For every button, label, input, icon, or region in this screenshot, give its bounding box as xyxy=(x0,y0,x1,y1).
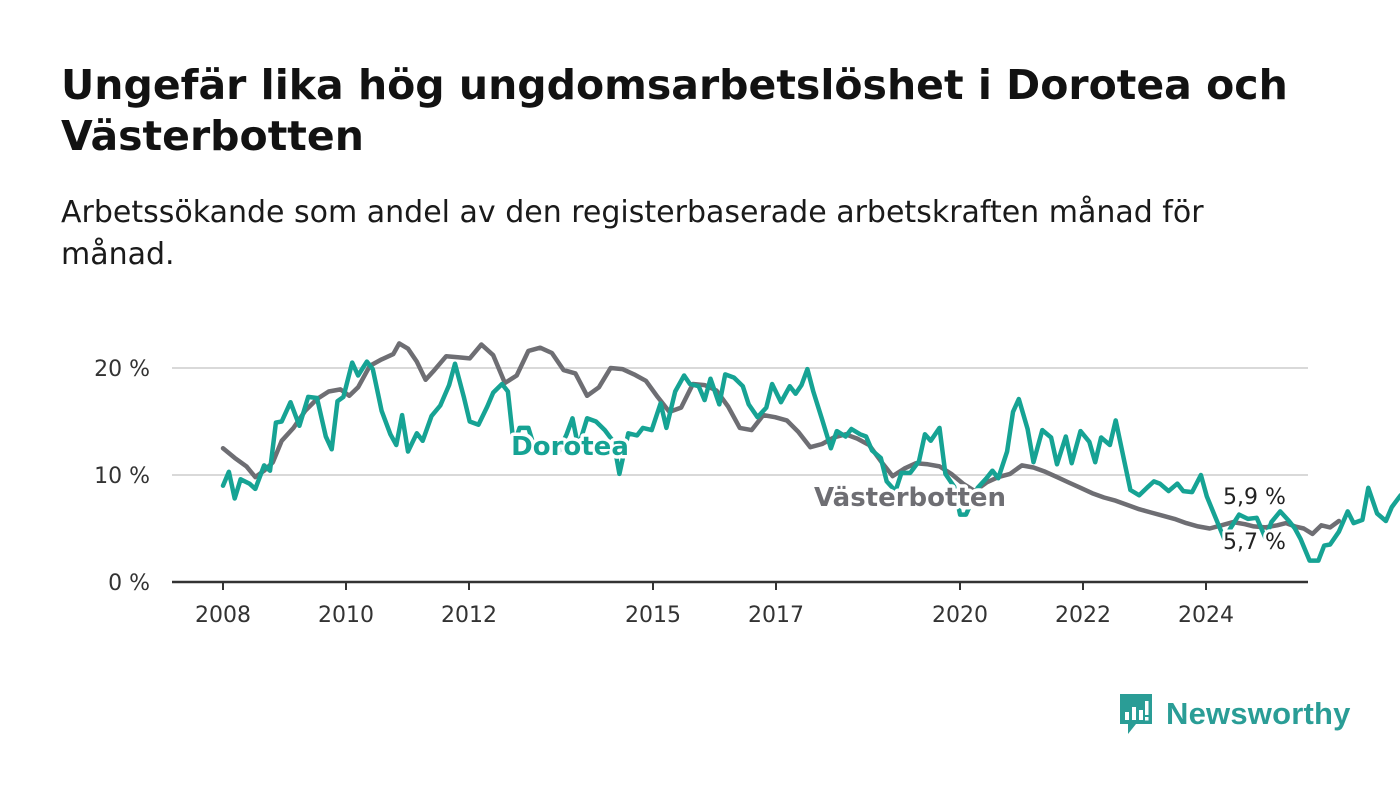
bar-chart-speech-bubble-icon xyxy=(1120,694,1152,734)
series-end-label: 5,7 % xyxy=(1223,530,1286,555)
y-tick-label: 10 % xyxy=(94,464,150,489)
x-tick-label: 2020 xyxy=(932,603,988,628)
x-tick-label: 2012 xyxy=(441,603,497,628)
x-tick-label: 2024 xyxy=(1178,603,1234,628)
series-inline-label: Dorotea xyxy=(511,432,629,462)
brand-name: Newsworthy xyxy=(1166,696,1351,731)
series-line-vsterbotten xyxy=(220,341,1342,537)
x-axis: 2008 2010 2012 2015 2017 2020 2022 2024 xyxy=(172,580,1308,628)
chart-title: Ungefär lika hög ungdomsarbetslöshet i D… xyxy=(61,61,1288,160)
x-tick-label: 2015 xyxy=(625,603,681,628)
series-labels: Dorotea Västerbotten 5,9 % 5,7 % xyxy=(508,429,1289,559)
x-tick-label: 2017 xyxy=(748,603,804,628)
x-tick-label: 2010 xyxy=(318,603,374,628)
chart-subtitle: Arbetssökande som andel av den registerb… xyxy=(61,195,1204,272)
x-tick-label: 2022 xyxy=(1055,603,1111,628)
newsworthy-logo[interactable]: Newsworthy xyxy=(1118,690,1351,738)
y-tick-label: 0 % xyxy=(108,571,150,596)
series-line-dorotea xyxy=(220,359,1400,563)
x-tick-label: 2008 xyxy=(195,603,251,628)
y-tick-label: 20 % xyxy=(94,357,150,382)
series-lines xyxy=(220,341,1400,563)
series-inline-label: Västerbotten xyxy=(814,483,1006,513)
series-end-label: 5,9 % xyxy=(1223,485,1286,510)
gridlines: 0 % 10 % 20 % xyxy=(94,357,1308,596)
